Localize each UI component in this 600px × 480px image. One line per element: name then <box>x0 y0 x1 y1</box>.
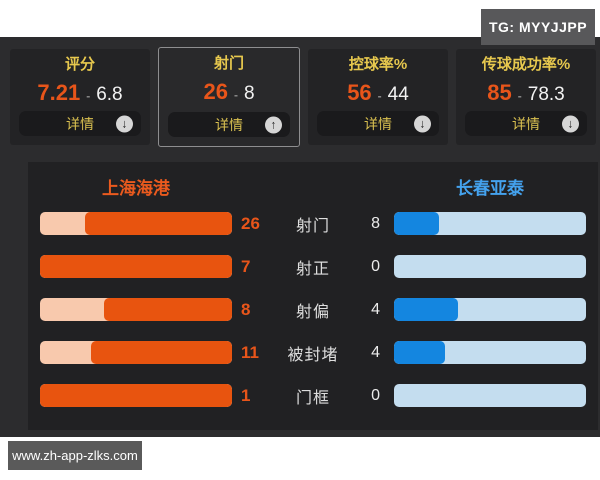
stat-row: 8 射偏 4 <box>40 298 586 321</box>
stat-label: 门框 <box>295 389 330 407</box>
stat-label: 射正 <box>295 260 330 278</box>
home-stat-value: 1 <box>241 385 251 405</box>
away-stat-bar <box>394 298 586 321</box>
stat-cards: 评分 7.21 - 6.8 详情 ↓ 射门 26 - 8 详情 ↑ 控球率% 5… <box>10 47 596 147</box>
away-bar-fill <box>394 341 446 364</box>
home-bar-fill <box>104 298 232 321</box>
stat-rows: 26 射门 8 7 射正 0 8 射偏 4 11 被封堵 4 <box>40 212 586 407</box>
comparison-panel: 上海海港 长春亚泰 26 射门 8 7 射正 0 8 射偏 <box>28 162 598 430</box>
home-stat-bar <box>40 212 232 235</box>
stat-row: 11 被封堵 4 <box>40 341 586 364</box>
away-stat-value: 4 <box>371 343 380 361</box>
details-button[interactable]: 详情 ↓ <box>317 111 439 136</box>
stats-widget: 评分 7.21 - 6.8 详情 ↓ 射门 26 - 8 详情 ↑ 控球率% 5… <box>0 37 600 437</box>
stat-label: 被封堵 <box>287 346 339 364</box>
home-bar-fill <box>40 384 232 407</box>
home-stat-bar <box>40 298 232 321</box>
arrow-up-circle-icon[interactable]: ↑ <box>265 116 282 133</box>
stat-card-title: 射门 <box>213 55 244 72</box>
home-stat-bar <box>40 384 232 407</box>
stat-label: 射门 <box>295 217 330 235</box>
home-bar-fill <box>40 255 232 278</box>
stat-card-title: 控球率% <box>348 56 408 73</box>
details-button-label: 详情 <box>66 115 94 132</box>
away-team-name: 长春亚泰 <box>456 178 524 198</box>
stat-card[interactable]: 评分 7.21 - 6.8 详情 ↓ <box>10 49 150 145</box>
telegram-badge: TG: MYYJJPP <box>481 9 595 45</box>
home-bar-fill <box>91 341 232 364</box>
details-button[interactable]: 详情 ↓ <box>465 111 587 136</box>
stat-row: 1 门框 0 <box>40 384 586 407</box>
stat-card[interactable]: 射门 26 - 8 详情 ↑ <box>158 47 300 147</box>
stat-card-title: 评分 <box>64 56 95 73</box>
details-button[interactable]: 详情 ↓ <box>19 111 141 136</box>
stat-card-away-value: 78.3 <box>527 84 565 105</box>
stat-card-separator: - <box>377 89 382 103</box>
home-bar-fill <box>85 212 232 235</box>
away-stat-bar <box>394 341 586 364</box>
stat-row: 26 射门 8 <box>40 212 586 235</box>
home-stat-value: 8 <box>241 299 251 319</box>
stat-card-values: 85 - 78.3 <box>487 80 564 106</box>
stat-card[interactable]: 传球成功率% 85 - 78.3 详情 ↓ <box>456 49 596 145</box>
stat-card-title: 传球成功率% <box>481 56 571 73</box>
stat-card-separator: - <box>86 89 91 103</box>
stat-card-away-value: 6.8 <box>96 84 123 105</box>
away-stat-value: 0 <box>371 257 380 275</box>
stat-row: 7 射正 0 <box>40 255 586 278</box>
stat-card-values: 26 - 8 <box>203 79 254 105</box>
details-button-label: 详情 <box>364 115 392 132</box>
stat-card-home-value: 26 <box>203 79 228 104</box>
arrow-down-circle-icon[interactable]: ↓ <box>414 115 431 132</box>
away-stat-value: 0 <box>371 386 380 404</box>
team-header: 上海海港 长春亚泰 <box>40 162 586 198</box>
stat-card[interactable]: 控球率% 56 - 44 详情 ↓ <box>308 49 448 145</box>
home-stat-value: 11 <box>241 342 259 362</box>
home-stat-bar <box>40 341 232 364</box>
away-stat-bar <box>394 384 586 407</box>
stat-card-separator: - <box>233 88 238 102</box>
home-stat-bar <box>40 255 232 278</box>
details-button-label: 详情 <box>215 116 243 133</box>
arrow-down-circle-icon[interactable]: ↓ <box>116 115 133 132</box>
home-stat-value: 26 <box>241 213 260 233</box>
away-stat-bar <box>394 212 586 235</box>
away-stat-bar <box>394 255 586 278</box>
stat-card-away-value: 44 <box>387 84 409 105</box>
home-team-name: 上海海港 <box>102 178 170 198</box>
away-bar-fill <box>394 212 440 235</box>
details-button[interactable]: 详情 ↑ <box>168 112 290 137</box>
away-stat-value: 4 <box>371 300 380 318</box>
arrow-down-circle-icon[interactable]: ↓ <box>562 115 579 132</box>
stat-card-values: 56 - 44 <box>347 80 409 106</box>
stat-label: 射偏 <box>295 303 330 321</box>
stat-card-separator: - <box>517 89 522 103</box>
stat-card-home-value: 56 <box>347 80 372 105</box>
details-button-label: 详情 <box>512 115 540 132</box>
stat-card-values: 7.21 - 6.8 <box>37 80 122 106</box>
stat-card-away-value: 8 <box>243 83 255 104</box>
away-stat-value: 8 <box>371 214 380 232</box>
site-watermark: www.zh-app-zlks.com <box>8 441 142 470</box>
home-stat-value: 7 <box>241 256 251 276</box>
stat-card-home-value: 85 <box>487 80 512 105</box>
away-bar-fill <box>394 298 458 321</box>
stat-card-home-value: 7.21 <box>37 80 81 105</box>
